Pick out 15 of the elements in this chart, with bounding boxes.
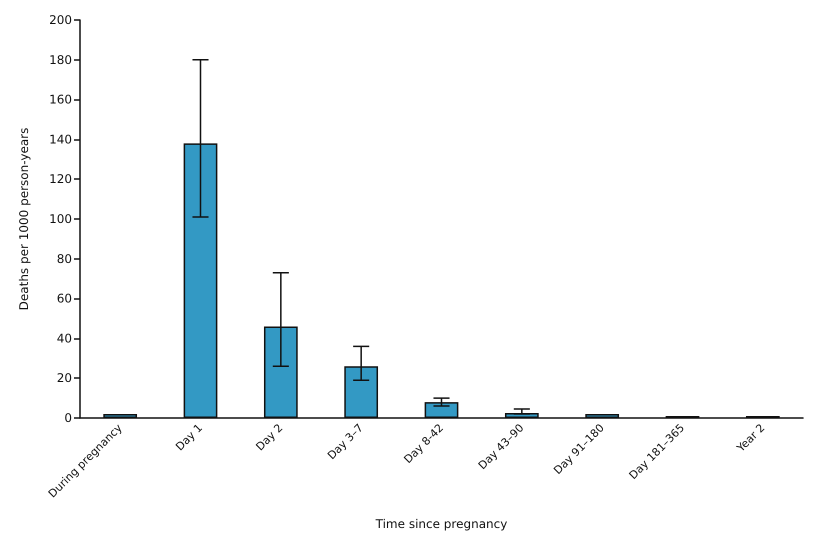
x-tick-label: Day 2 bbox=[253, 421, 286, 454]
y-axis-title: Deaths per 1000 person-years bbox=[17, 128, 31, 310]
x-tick-label: Day 1 bbox=[173, 421, 206, 454]
y-tick-label: 180 bbox=[49, 52, 72, 67]
y-tick-label: 140 bbox=[49, 132, 72, 146]
y-tick-label: 160 bbox=[49, 92, 72, 107]
y-tick-label: 20 bbox=[56, 371, 72, 386]
y-tick-label: 0 bbox=[64, 411, 72, 425]
y-tick-label: 100 bbox=[49, 212, 72, 226]
y-tick-label: 40 bbox=[56, 331, 72, 346]
y-tick-label: 80 bbox=[56, 252, 72, 266]
y-tick-label: 200 bbox=[49, 13, 72, 27]
y-tick-label: 120 bbox=[49, 172, 72, 186]
y-tick-label: 60 bbox=[56, 292, 72, 306]
x-axis-title: Time since pregnancy bbox=[374, 517, 508, 531]
